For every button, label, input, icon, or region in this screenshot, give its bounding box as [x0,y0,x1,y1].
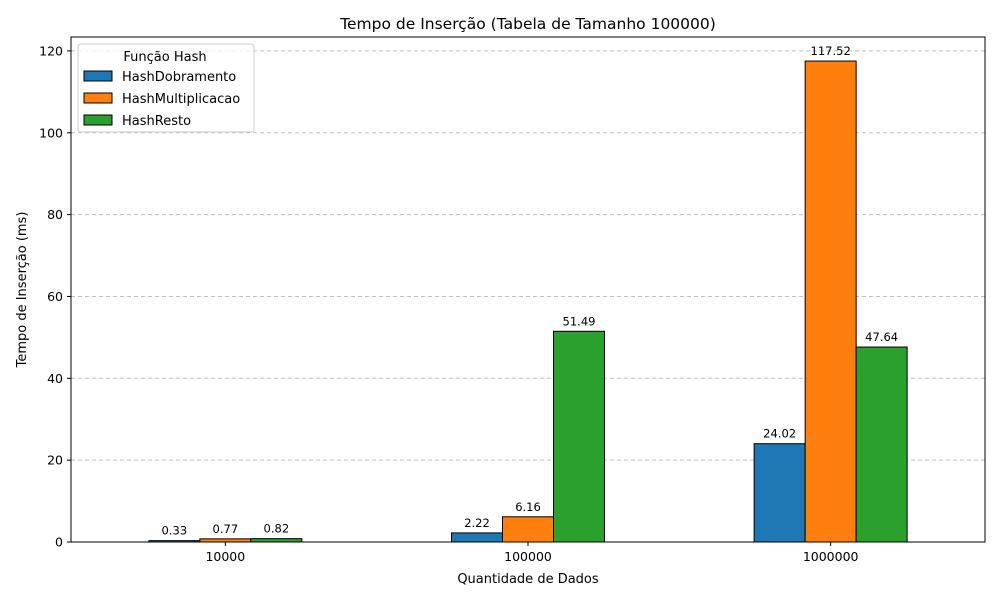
bars [148,60,908,543]
legend: Função Hash HashDobramento HashMultiplica… [77,43,255,133]
x-tick-label: 10000 [205,549,245,564]
legend-swatch [83,70,113,82]
y-tick-label: 120 [39,43,63,58]
bar-value-label: 0.82 [264,522,290,536]
legend-title: Função Hash [123,50,206,65]
legend-box [77,43,255,133]
legend-label: HashMultiplicacao [122,92,240,107]
y-tick-label: 40 [47,371,63,386]
legend-item: HashResto [83,114,191,129]
bar [553,330,605,543]
bar [502,516,554,543]
y-axis: 0 20 40 60 80 100 120 [39,43,71,550]
bar-value-label: 0.33 [162,524,188,538]
bar-value-label: 6.16 [515,500,541,514]
legend-swatch [83,114,113,126]
y-tick-label: 0 [55,535,63,550]
legend-item: HashMultiplicacao [83,92,240,107]
y-tick-label: 80 [47,207,63,222]
x-axis-label: Quantidade de Dados [457,572,599,587]
bar [250,538,303,543]
bar-value-label: 117.52 [811,44,851,58]
y-tick-label: 100 [39,125,63,140]
legend-label: HashDobramento [122,70,236,85]
bar [451,532,503,543]
legend-swatch [83,92,113,104]
bar [855,346,908,543]
bar-value-label: 0.77 [213,522,239,536]
bar-value-label: 51.49 [563,314,596,328]
x-axis: 10000 100000 1000000 [205,542,859,564]
y-tick-label: 20 [47,453,63,468]
bar-value-label: 47.64 [865,330,898,344]
legend-item: HashDobramento [83,70,236,85]
y-axis-label: Tempo de Inserção (ms) [15,212,30,369]
bar [804,60,857,543]
bar [753,443,806,543]
x-tick-label: 1000000 [803,549,859,564]
bar-value-label: 2.22 [464,516,490,530]
chart-title: Tempo de Inserção (Tabela de Tamanho 100… [339,15,716,33]
y-tick-label: 60 [47,289,63,304]
bar-value-label: 24.02 [763,427,796,441]
data-labels: 0.33 0.77 0.82 2.22 6.16 51.49 24.02 117.52 47.6… [162,44,899,538]
x-tick-label: 100000 [504,549,552,564]
legend-label: HashResto [122,114,191,129]
